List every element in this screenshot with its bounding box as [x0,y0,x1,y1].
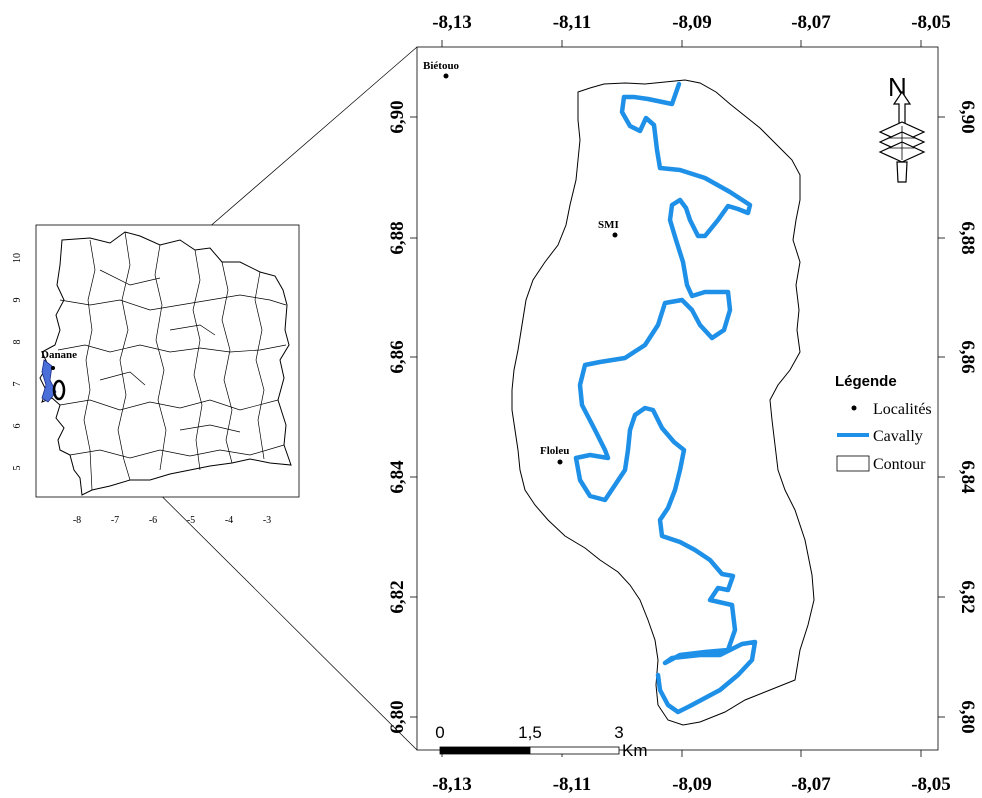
top-x-axis: -8,13 -8,11 -8,09 -8,07 -8,05 [432,12,951,33]
main-map: -8,13 -8,11 -8,09 -8,07 -8,05 -8,13 -8,1… [387,12,978,795]
right-y-tick: 6,86 [957,340,978,373]
inset-y-tick: 5 [12,466,23,471]
inset-city-point [51,366,55,370]
legend-item-label: Contour [873,456,926,473]
locality-point [557,459,563,465]
scale-label: 1,5 [518,723,542,742]
inset-y-tick: 8 [12,340,23,345]
inset-x-axis: -8 -7 -6 -5 -4 -3 [73,515,271,526]
right-y-tick: 6,84 [957,460,978,494]
inset-y-axis: 10 9 8 7 6 5 [12,253,23,471]
bottom-x-tick: -8,07 [791,774,831,795]
scale-bar: 0 1,5 3 Km [435,723,647,760]
left-y-tick: 6,84 [387,460,408,494]
inset-y-tick: 10 [12,253,23,263]
locality-point [612,232,618,238]
left-y-tick: 6,80 [387,700,408,733]
locality-bietouo: Biétouo [423,60,460,79]
legend: Légende Localités Cavally Contour [835,373,932,473]
right-y-tick: 6,82 [957,580,978,613]
legend-item-label: Cavally [873,428,923,445]
left-y-axis: 6,90 6,88 6,86 6,84 6,82 6,80 [387,100,408,733]
right-y-tick: 6,80 [957,700,978,733]
inset-y-tick: 7 [12,382,23,387]
top-x-tick: -8,05 [911,12,951,33]
inset-x-tick: -8 [73,515,81,526]
scale-label: 0 [435,723,444,742]
locality-floleu: Floleu [540,445,569,465]
study-area-contour [511,79,815,726]
scale-segment-white [529,746,620,755]
inset-department-boundaries [57,231,287,491]
inset-city-label: Danane [41,349,77,361]
north-arrow-icon: N [878,72,926,183]
top-x-tick: -8,07 [791,12,831,33]
scale-segment-black [439,746,531,755]
cavally-river [573,81,758,715]
left-y-tick: 6,82 [387,580,408,613]
top-x-tick: -8,11 [553,12,592,33]
legend-polygon-symbol [836,455,870,472]
inset-map: Danane -8 -7 -6 -5 -4 -3 10 9 8 7 6 5 [12,224,300,526]
inset-y-tick: 6 [12,424,23,429]
legend-point-symbol [851,405,857,411]
locality-label: Floleu [540,445,569,457]
right-y-axis: 6,90 6,88 6,86 6,84 6,82 6,80 [957,100,978,733]
left-y-tick: 6,90 [387,100,408,133]
inset-study-area [41,359,66,403]
bottom-x-tick: -8,09 [672,774,712,795]
right-y-tick: 6,90 [957,100,978,133]
bottom-x-tick: -8,11 [553,774,592,795]
scale-label: 3 [614,723,623,742]
inset-y-tick: 9 [12,298,23,303]
inset-x-tick: -6 [149,515,157,526]
locality-label: Biétouo [423,60,460,72]
locality-point [443,73,449,79]
inset-country-outline [39,231,292,496]
inset-x-tick: -7 [111,515,119,526]
inset-x-tick: -4 [225,515,233,526]
right-y-tick: 6,88 [957,221,978,254]
left-y-tick: 6,88 [387,221,408,254]
inset-x-tick: -3 [263,515,271,526]
bottom-x-tick: -8,13 [432,774,472,795]
legend-item-label: Localités [873,401,932,418]
bottom-x-tick: -8,05 [911,774,951,795]
inset-x-tick: -5 [187,515,195,526]
top-x-tick: -8,09 [672,12,712,33]
locality-label: SMI [598,219,619,231]
top-x-tick: -8,13 [432,12,472,33]
bottom-x-axis: -8,13 -8,11 -8,09 -8,07 -8,05 [432,774,951,795]
locality-smi: SMI [598,219,619,238]
legend-title: Légende [835,373,897,390]
scale-unit: Km [622,741,648,760]
left-y-tick: 6,86 [387,340,408,373]
